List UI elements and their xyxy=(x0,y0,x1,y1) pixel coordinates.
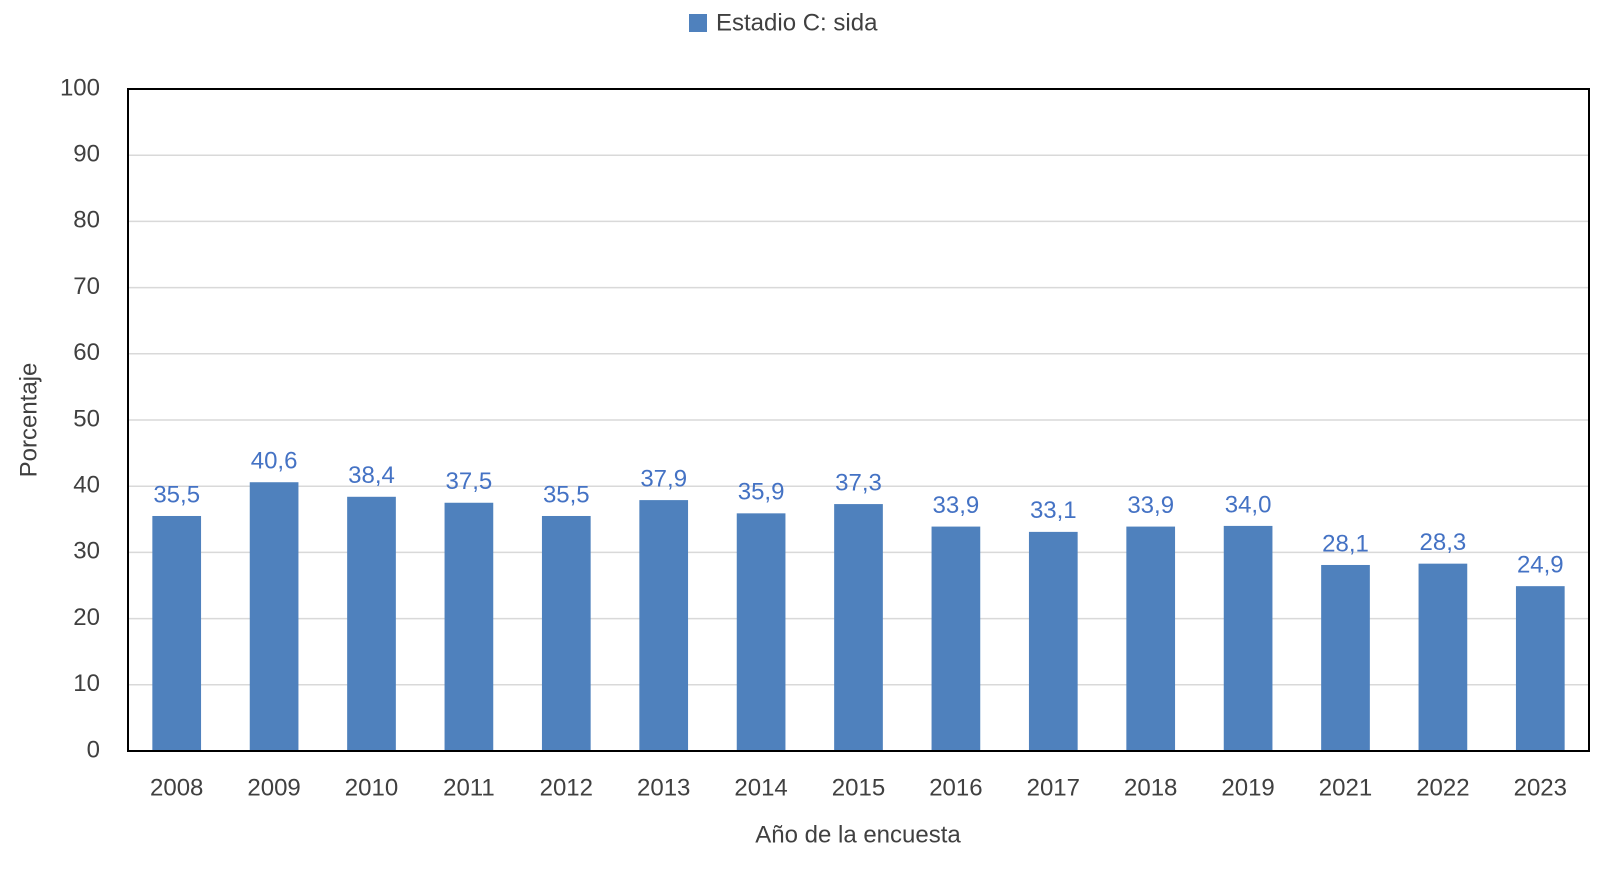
data-label: 35,9 xyxy=(738,479,785,506)
x-tick-label: 2023 xyxy=(1514,774,1567,801)
bar xyxy=(152,515,202,751)
x-tick-label: 2011 xyxy=(443,774,495,801)
y-tick-label: 20 xyxy=(73,604,100,631)
data-label: 28,3 xyxy=(1420,529,1467,556)
bar xyxy=(249,482,299,751)
data-label: 33,9 xyxy=(1127,492,1174,519)
data-label: 37,3 xyxy=(835,469,882,496)
bar xyxy=(834,504,883,751)
bar xyxy=(1223,525,1273,751)
data-label: 33,9 xyxy=(933,492,980,519)
y-tick-label: 0 xyxy=(87,736,100,763)
y-tick-label: 60 xyxy=(73,339,100,366)
data-label: 24,9 xyxy=(1517,552,1564,579)
data-label: 28,1 xyxy=(1322,530,1369,557)
bar xyxy=(541,515,591,751)
bar xyxy=(1028,531,1078,751)
legend-swatch xyxy=(689,14,707,32)
data-label: 37,9 xyxy=(640,465,687,492)
x-tick-label: 2018 xyxy=(1124,774,1177,801)
y-tick-label: 30 xyxy=(73,538,100,565)
x-axis-title: Año de la encuesta xyxy=(755,821,961,848)
x-tick-label: 2015 xyxy=(832,774,885,801)
y-tick-label: 90 xyxy=(73,141,100,168)
x-tick-label: 2022 xyxy=(1416,774,1469,801)
y-tick-label: 100 xyxy=(60,74,100,101)
data-label: 33,1 xyxy=(1030,497,1077,524)
y-tick-label: 50 xyxy=(73,405,100,432)
bar xyxy=(931,526,981,751)
x-tick-label: 2021 xyxy=(1319,774,1372,801)
x-tick-label: 2014 xyxy=(734,774,787,801)
y-tick-label: 70 xyxy=(73,273,100,300)
data-label: 35,5 xyxy=(153,481,200,508)
data-label: 37,5 xyxy=(446,468,493,495)
x-tick-label: 2016 xyxy=(929,774,982,801)
y-tick-label: 10 xyxy=(73,670,100,697)
bar xyxy=(1418,563,1468,751)
plot-border xyxy=(127,88,1590,752)
bar xyxy=(347,496,396,751)
y-tick-label: 80 xyxy=(73,207,100,234)
x-tick-label: 2008 xyxy=(150,774,203,801)
data-label: 38,4 xyxy=(348,462,395,489)
x-tick-label: 2019 xyxy=(1221,774,1274,801)
x-tick-label: 2013 xyxy=(637,774,690,801)
bar xyxy=(1126,526,1176,751)
bar xyxy=(736,513,786,751)
bar xyxy=(1321,564,1370,751)
y-tick-label: 40 xyxy=(73,472,100,499)
bar xyxy=(444,502,494,751)
x-tick-label: 2010 xyxy=(345,774,398,801)
legend-label: Estadio C: sida xyxy=(716,9,878,36)
x-tick-label: 2012 xyxy=(540,774,593,801)
bar xyxy=(1515,586,1565,751)
x-tick-label: 2017 xyxy=(1027,774,1080,801)
data-label: 40,6 xyxy=(251,448,298,475)
data-label: 34,0 xyxy=(1225,491,1272,518)
data-label: 35,5 xyxy=(543,481,590,508)
y-axis-title: Porcentaje xyxy=(15,363,42,478)
x-tick-label: 2009 xyxy=(247,774,300,801)
bar xyxy=(639,500,689,751)
